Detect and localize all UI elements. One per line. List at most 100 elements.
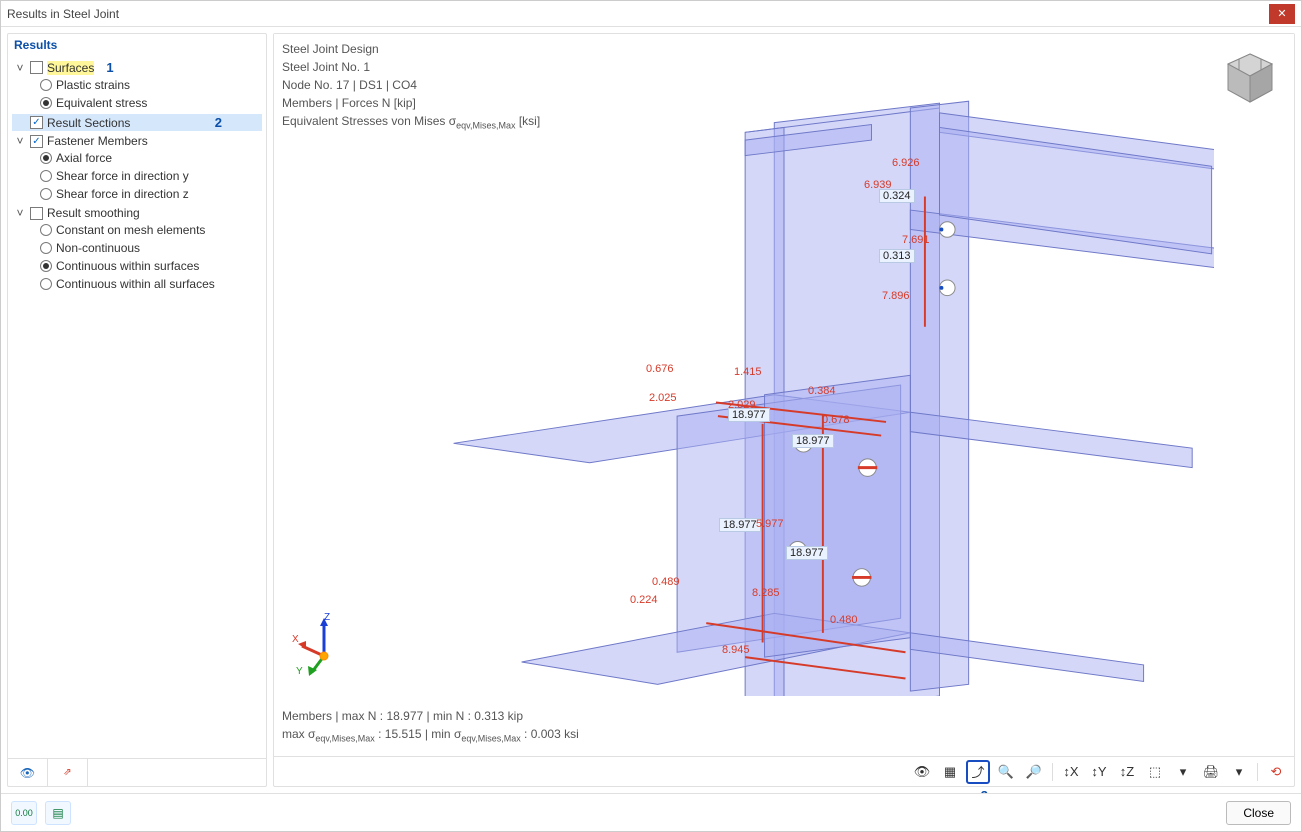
- eye-icon: 👁: [20, 766, 35, 780]
- tree-leaf-shear-y[interactable]: Shear force in direction y: [40, 168, 262, 184]
- toolbar-print-button[interactable]: 🖨: [1199, 760, 1223, 784]
- sidebar: Results ˅ Surfaces 1: [7, 33, 267, 787]
- tree-node-surfaces[interactable]: ˅ Surfaces 1: [12, 59, 262, 76]
- checkbox-result-sections[interactable]: ✓: [30, 116, 43, 129]
- annotation-1: 1: [106, 60, 113, 75]
- checkbox-result-smoothing[interactable]: [30, 207, 43, 220]
- stats-l2-sub2: eqv,Mises,Max: [461, 734, 520, 744]
- toolbar-separator: [1052, 763, 1053, 781]
- radio-shear-z[interactable]: [40, 188, 52, 200]
- axis-z-label: Z: [324, 612, 330, 623]
- viewport-panel: Steel Joint Design Steel Joint No. 1 Nod…: [273, 33, 1295, 787]
- toolbar-dropdown-1-button[interactable]: ▾: [1171, 760, 1195, 784]
- toolbar-deformation-button[interactable]: ⤴: [966, 760, 990, 784]
- eye-toggle-icon: 👁: [914, 764, 931, 780]
- viewport[interactable]: Steel Joint Design Steel Joint No. 1 Nod…: [274, 34, 1294, 756]
- stats-l2-suffix: : 0.003 ksi: [521, 727, 579, 741]
- bottombar: 0.00 ▤ Close: [1, 793, 1301, 831]
- radio-continuous-within-all-surfaces[interactable]: [40, 278, 52, 290]
- toolbar-reset-button[interactable]: ⟲: [1264, 760, 1288, 784]
- stress-value-label: 2.025: [649, 392, 677, 404]
- radio-non-continuous[interactable]: [40, 242, 52, 254]
- radio-plastic-strains[interactable]: [40, 79, 52, 91]
- bolt-force-label: 0.324: [879, 189, 915, 203]
- view-z-icon: ↕Z: [1120, 764, 1134, 779]
- stats-l2-prefix: max σ: [282, 727, 315, 741]
- navigation-cube[interactable]: [1222, 50, 1278, 106]
- stress-value-label: 7.896: [882, 290, 910, 302]
- sidebar-tab-graph[interactable]: ⇗: [48, 759, 88, 786]
- dropdown-1-icon: ▾: [1180, 764, 1187, 780]
- tree-leaf-plastic-strains[interactable]: Plastic strains: [40, 77, 262, 93]
- radio-shear-y[interactable]: [40, 170, 52, 182]
- toolbar-view-y-button[interactable]: ↕Y: [1087, 760, 1111, 784]
- table-view-icon: ▦: [944, 764, 956, 780]
- tree-leaf-equivalent-stress[interactable]: Equivalent stress: [40, 95, 262, 111]
- tree-leaf-axial-force[interactable]: Axial force: [40, 150, 262, 166]
- radio-constant-on-mesh[interactable]: [40, 224, 52, 236]
- chevron-down-icon[interactable]: ˅: [14, 134, 26, 148]
- toolbar-table-view-button[interactable]: ▦: [938, 760, 962, 784]
- toolbar-dropdown-2-button[interactable]: ▾: [1227, 760, 1251, 784]
- window-title: Results in Steel Joint: [7, 7, 1269, 21]
- axis-gizmo[interactable]: Z X Y: [294, 616, 354, 676]
- tree-leaf-label: Continuous within surfaces: [56, 259, 199, 273]
- tree-leaf-label: Constant on mesh elements: [56, 223, 205, 237]
- tree-leaf-continuous-within-surfaces[interactable]: Continuous within surfaces: [40, 258, 262, 274]
- tree-leaf-label: Shear force in direction z: [56, 187, 189, 201]
- stress-value-label: 7.691: [902, 234, 930, 246]
- window-close-button[interactable]: ✕: [1269, 4, 1295, 24]
- view-y-icon: ↕Y: [1091, 764, 1106, 779]
- bolt-force-label: 18.977: [792, 434, 834, 448]
- table-export-button[interactable]: ▤: [45, 801, 71, 825]
- tree-leaf-label: Continuous within all surfaces: [56, 277, 215, 291]
- close-button[interactable]: Close: [1226, 801, 1291, 825]
- main-window: Results in Steel Joint ✕ Results ˅ Surfa…: [0, 0, 1302, 832]
- graph-icon: ⇗: [63, 767, 71, 778]
- tree-leaf-constant-on-mesh[interactable]: Constant on mesh elements: [40, 222, 262, 238]
- toolbar-view-x-button[interactable]: ↕X: [1059, 760, 1083, 784]
- toolbar-eye-toggle-button[interactable]: 👁: [910, 760, 934, 784]
- units-button[interactable]: 0.00: [11, 801, 37, 825]
- toolbar-probe-button[interactable]: 🔍: [994, 760, 1018, 784]
- tree-leaf-shear-z[interactable]: Shear force in direction z: [40, 186, 262, 202]
- tree-leaf-label: Plastic strains: [56, 78, 130, 92]
- viewport-toolbar: 👁▦⤴🔍🔎↕X↕Y↕Z⬚▾🖨▾⟲: [274, 756, 1294, 786]
- stats-line-2: max σeqv,Mises,Max : 15.515 | min σeqv,M…: [282, 725, 579, 746]
- chevron-down-icon[interactable]: ˅: [14, 206, 26, 220]
- find-icon: 🔎: [1026, 764, 1042, 780]
- tree-label-surfaces: Surfaces: [47, 61, 94, 75]
- tree-node-fastener-members[interactable]: ˅ ✓ Fastener Members: [12, 133, 262, 149]
- toolbar-view-iso-button[interactable]: ⬚: [1143, 760, 1167, 784]
- stress-value-label: 6.926: [892, 157, 920, 169]
- reset-icon: ⟲: [1271, 764, 1282, 780]
- chevron-down-icon[interactable]: ˅: [14, 61, 26, 75]
- table-icon: ▤: [52, 806, 63, 820]
- radio-axial-force[interactable]: [40, 152, 52, 164]
- stress-value-label: 0.678: [822, 414, 850, 426]
- bolt-force-label: 18.977: [719, 518, 761, 532]
- view-x-icon: ↕X: [1063, 764, 1078, 779]
- tree-leaf-label: Axial force: [56, 151, 112, 165]
- radio-continuous-within-surfaces[interactable]: [40, 260, 52, 272]
- sidebar-tabs: 👁 ⇗: [8, 758, 266, 786]
- stress-value-label: 8.945: [722, 644, 750, 656]
- tree-leaf-non-continuous[interactable]: Non-continuous: [40, 240, 262, 256]
- stress-value-label: 0.489: [652, 576, 680, 588]
- bolt-force-label: 18.977: [786, 546, 828, 560]
- toolbar-view-z-button[interactable]: ↕Z: [1115, 760, 1139, 784]
- axis-x-label: X: [292, 634, 299, 645]
- axis-y-label: Y: [296, 666, 303, 677]
- model-render[interactable]: [354, 74, 1214, 696]
- checkbox-surfaces[interactable]: [30, 61, 43, 74]
- stats-l2-mid: : 15.515 | min σ: [375, 727, 462, 741]
- sidebar-tab-eye[interactable]: 👁: [8, 759, 48, 786]
- checkbox-fastener-members[interactable]: ✓: [30, 135, 43, 148]
- tree-leaf-continuous-within-all-surfaces[interactable]: Continuous within all surfaces: [40, 276, 262, 292]
- stress-value-label: 0.480: [830, 614, 858, 626]
- toolbar-find-button[interactable]: 🔎: [1022, 760, 1046, 784]
- units-icon: 0.00: [15, 808, 33, 818]
- tree-node-result-smoothing[interactable]: ˅ Result smoothing: [12, 205, 262, 221]
- tree-node-result-sections[interactable]: ˅ ✓ Result Sections 2: [12, 114, 262, 131]
- radio-equivalent-stress[interactable]: [40, 97, 52, 109]
